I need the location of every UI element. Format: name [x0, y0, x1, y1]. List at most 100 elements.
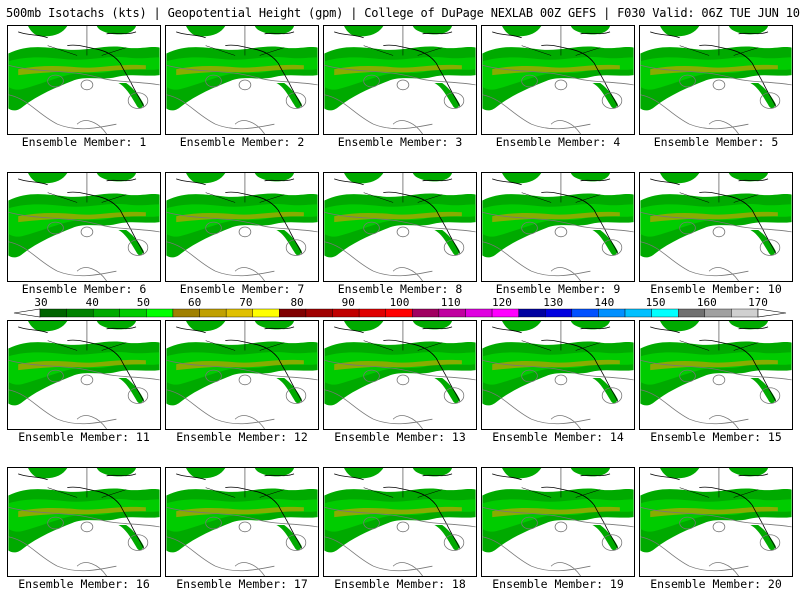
height-contour-closed: [679, 516, 696, 530]
ensemble-panel-2: [165, 25, 319, 135]
height-contour: [8, 359, 160, 381]
coastline: [492, 31, 619, 107]
jet-band-light: [8, 204, 160, 237]
height-contour: [234, 120, 265, 134]
ensemble-member-label: Ensemble Member: 12: [176, 430, 308, 444]
ensemble-member-label: Ensemble Member: 6: [21, 282, 147, 296]
height-contour: [550, 562, 581, 576]
jet-band-light: [324, 57, 476, 90]
border-lines: [47, 468, 127, 498]
height-contour-closed: [80, 521, 94, 533]
colorbar-swatch: [571, 308, 599, 318]
colorbar-swatch: [624, 308, 652, 318]
north-green: [344, 26, 453, 37]
height-contour-closed: [712, 226, 726, 238]
height-contour: [640, 506, 792, 528]
north-green: [502, 321, 611, 332]
ensemble-panel-11: [7, 320, 161, 430]
colorbar-max-arrow: [757, 308, 787, 318]
ensemble-panel-12: [165, 320, 319, 430]
jet-band-light: [482, 204, 634, 237]
height-contour-closed: [443, 239, 465, 256]
ensemble-member-label: Ensemble Member: 4: [495, 135, 621, 149]
height-contour: [166, 359, 318, 381]
colorbar-swatch: [491, 308, 519, 318]
ensemble-member-label: Ensemble Member: 1: [21, 135, 147, 149]
height-contour: [392, 120, 423, 134]
north-green: [502, 173, 611, 184]
ensemble-panel-4: [481, 25, 635, 135]
height-contour: [8, 536, 117, 572]
height-contour: [640, 536, 749, 572]
height-contour-closed: [554, 79, 568, 91]
colorbar-tick-label: 100: [390, 296, 410, 309]
coastal-green: [434, 377, 460, 404]
ensemble-panel-17: [165, 467, 319, 577]
ensemble-panel-3: [323, 25, 477, 135]
coastline: [650, 326, 777, 402]
height-contour-closed: [205, 221, 222, 235]
jet-core: [650, 211, 778, 223]
height-contour: [550, 267, 581, 281]
height-contour: [392, 267, 423, 281]
height-contour: [76, 562, 107, 576]
colorbar-swatch: [412, 308, 440, 318]
height-contour: [324, 506, 476, 528]
colorbar-swatch: [465, 308, 493, 318]
border-lines: [363, 468, 443, 498]
north-green: [502, 468, 611, 479]
jet-band-light: [482, 352, 634, 385]
height-contour-closed: [238, 374, 252, 386]
height-contour-closed: [521, 221, 538, 235]
height-contour: [324, 94, 433, 130]
border-lines: [47, 321, 127, 351]
height-contour: [640, 359, 792, 381]
colorbar-swatch: [438, 308, 466, 318]
colorbar-tick-label: 110: [441, 296, 461, 309]
coastal-green: [276, 524, 302, 551]
coastal-green: [276, 82, 302, 109]
border-lines: [205, 173, 285, 203]
colorbar-tick-label: 30: [34, 296, 47, 309]
coastal-green: [592, 82, 618, 109]
height-contour-closed: [238, 521, 252, 533]
coastline: [650, 178, 777, 254]
border-lines: [521, 173, 601, 203]
height-contour: [324, 64, 476, 86]
height-contour-closed: [127, 239, 149, 256]
height-contour: [234, 562, 265, 576]
coastal-green: [118, 524, 144, 551]
jet-band-light: [8, 352, 160, 385]
height-contour-closed: [759, 239, 781, 256]
jet-band-light: [8, 499, 160, 532]
height-contour: [76, 415, 107, 429]
jet-core: [176, 506, 304, 518]
jet-core: [18, 211, 146, 223]
jet-band-light: [640, 57, 792, 90]
height-contour-closed: [238, 226, 252, 238]
colorbar-swatch: [66, 308, 94, 318]
border-lines: [363, 173, 443, 203]
height-contour-closed: [363, 221, 380, 235]
border-lines: [47, 173, 127, 203]
height-contour-closed: [127, 534, 149, 551]
height-contour-closed: [80, 226, 94, 238]
colorbar-tick-label: 130: [543, 296, 563, 309]
height-contour: [8, 241, 117, 277]
coastline: [650, 473, 777, 549]
jet-band-light: [640, 204, 792, 237]
coastline: [18, 178, 145, 254]
height-contour-closed: [601, 387, 623, 404]
height-contour-closed: [80, 79, 94, 91]
colorbar-swatch: [199, 308, 227, 318]
ensemble-panel-7: [165, 172, 319, 282]
border-lines: [521, 321, 601, 351]
height-contour-closed: [521, 516, 538, 530]
ensemble-panel-13: [323, 320, 477, 430]
height-contour-closed: [396, 79, 410, 91]
colorbar-swatch: [119, 308, 147, 318]
height-contour-closed: [47, 369, 64, 383]
colorbar-tick-label: 80: [290, 296, 303, 309]
height-contour: [640, 211, 792, 233]
height-contour-closed: [759, 387, 781, 404]
